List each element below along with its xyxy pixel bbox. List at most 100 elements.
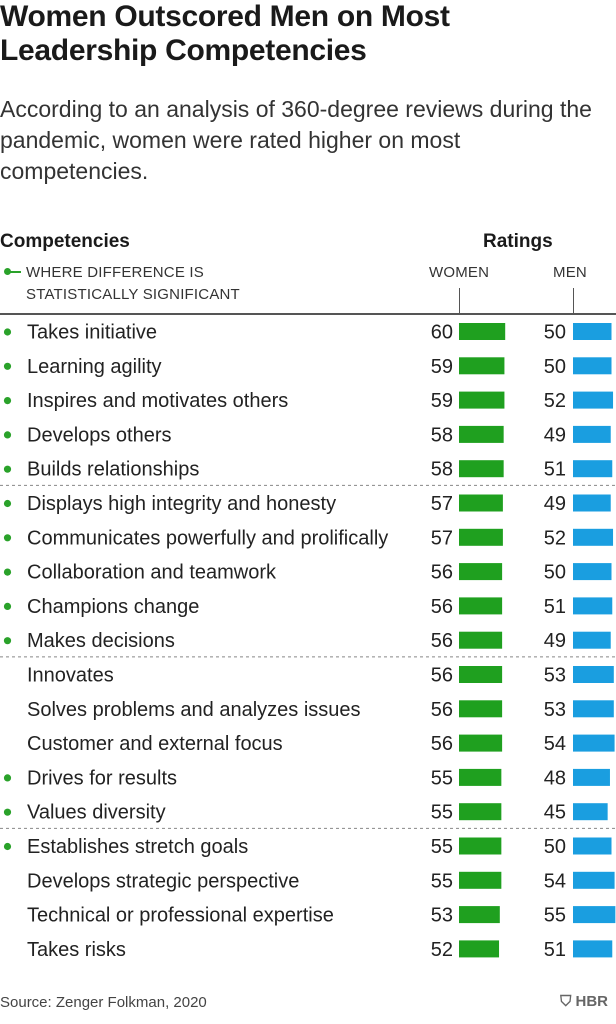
men-value-label: 52 xyxy=(544,390,566,412)
men-value-label: 53 xyxy=(544,665,566,687)
men-value-label: 55 xyxy=(544,905,566,927)
significance-dot-icon xyxy=(3,842,12,851)
women-column-label: WOMEN xyxy=(429,264,490,281)
men-bar xyxy=(573,837,612,855)
legend-dot-icon xyxy=(4,268,11,275)
men-value-label: 49 xyxy=(544,493,566,515)
competency-label: Values diversity xyxy=(27,802,166,824)
competency-label: Displays high integrity and honesty xyxy=(27,493,336,515)
women-bar xyxy=(459,906,500,924)
hbr-logo-text: HBR xyxy=(575,993,609,1010)
men-value-label: 52 xyxy=(544,527,566,549)
hbr-logo: ⛉ HBR xyxy=(560,993,608,1010)
competency-label: Takes initiative xyxy=(27,322,157,344)
men-value-label: 53 xyxy=(544,699,566,721)
men-value-label: 50 xyxy=(544,562,566,584)
source-note: Source: Zenger Folkman, 2020 xyxy=(0,994,207,1011)
women-bar xyxy=(459,460,504,478)
men-bar xyxy=(573,631,611,649)
men-bar xyxy=(573,906,616,924)
women-value-label: 55 xyxy=(431,767,453,789)
significance-dot-icon xyxy=(3,431,12,439)
men-bar xyxy=(573,528,614,546)
men-value-label: 49 xyxy=(544,424,566,446)
women-value-label: 57 xyxy=(431,527,453,549)
women-bar xyxy=(459,597,503,615)
significance-dot-icon xyxy=(3,499,12,508)
significance-dot-icon xyxy=(3,397,12,405)
women-value-label: 59 xyxy=(431,356,453,378)
competency-label: Communicates powerfully and prolifically xyxy=(27,527,388,549)
women-value-label: 56 xyxy=(431,630,453,652)
women-axis-tick xyxy=(459,288,460,314)
significance-dot-icon xyxy=(3,637,12,645)
men-value-label: 45 xyxy=(544,802,566,824)
men-bar xyxy=(573,734,615,752)
women-value-label: 56 xyxy=(431,665,453,687)
significance-dot-icon xyxy=(3,362,12,370)
significance-dot-icon xyxy=(3,328,12,336)
women-value-label: 59 xyxy=(431,390,453,412)
women-bar xyxy=(459,940,500,958)
men-value-label: 51 xyxy=(544,939,566,961)
women-value-label: 55 xyxy=(431,802,453,824)
men-value-label: 50 xyxy=(544,356,566,378)
women-bar xyxy=(459,323,506,340)
women-value-label: 58 xyxy=(431,459,453,481)
men-value-label: 50 xyxy=(544,836,566,858)
significance-dot-icon xyxy=(3,465,12,473)
competency-label: Champions change xyxy=(27,596,199,618)
men-bar xyxy=(573,494,611,512)
women-bar xyxy=(459,666,503,683)
legend-text: WHERE DIFFERENCE IS STATISTICALLY SIGNIF… xyxy=(26,264,240,303)
men-value-label: 51 xyxy=(544,459,566,481)
competency-label: Takes risks xyxy=(27,939,126,961)
women-value-label: 53 xyxy=(431,905,453,927)
women-bar xyxy=(459,357,505,375)
women-bar xyxy=(459,871,502,889)
men-bar xyxy=(573,460,613,478)
men-bar xyxy=(573,871,615,889)
men-bar xyxy=(573,803,608,821)
men-value-label: 54 xyxy=(544,870,566,892)
women-bar xyxy=(459,563,503,581)
women-bar xyxy=(459,528,503,546)
women-value-label: 56 xyxy=(431,699,453,721)
competency-label: Technical or professional expertise xyxy=(27,905,334,927)
men-value-label: 51 xyxy=(544,596,566,618)
competency-label: Innovates xyxy=(27,665,114,687)
competency-label: Builds relationships xyxy=(27,459,199,481)
women-value-label: 55 xyxy=(431,836,453,858)
men-bar xyxy=(573,666,614,683)
men-value-label: 50 xyxy=(544,322,566,344)
chart-subtitle: According to an analysis of 360-degree r… xyxy=(0,96,592,184)
men-value-label: 54 xyxy=(544,733,566,755)
competency-label: Customer and external focus xyxy=(27,733,283,755)
women-value-label: 57 xyxy=(431,493,453,515)
competency-label: Solves problems and analyzes issues xyxy=(27,699,361,721)
competency-label: Develops strategic perspective xyxy=(27,870,299,892)
women-bar xyxy=(459,425,504,443)
competency-label: Inspires and motivates others xyxy=(27,390,288,412)
significance-dot-icon xyxy=(3,534,12,542)
women-value-label: 52 xyxy=(431,939,453,961)
competency-label: Makes decisions xyxy=(27,630,175,652)
women-value-label: 56 xyxy=(431,596,453,618)
men-bar xyxy=(573,425,611,443)
women-bar xyxy=(459,391,505,409)
competencies-header: Competencies xyxy=(0,231,130,252)
competency-label: Learning agility xyxy=(27,356,162,378)
header-divider xyxy=(0,313,616,315)
women-value-label: 56 xyxy=(431,733,453,755)
men-axis-tick xyxy=(573,288,574,314)
women-value-label: 56 xyxy=(431,562,453,584)
women-value-label: 60 xyxy=(431,322,453,344)
men-bar xyxy=(573,700,614,718)
men-bar xyxy=(573,323,612,340)
men-bar xyxy=(573,597,613,615)
significance-dot-icon xyxy=(3,568,12,576)
men-column-label: MEN xyxy=(553,264,587,281)
hbr-logo-icon: ⛉ xyxy=(560,993,572,1010)
competency-label: Establishes stretch goals xyxy=(27,836,248,858)
